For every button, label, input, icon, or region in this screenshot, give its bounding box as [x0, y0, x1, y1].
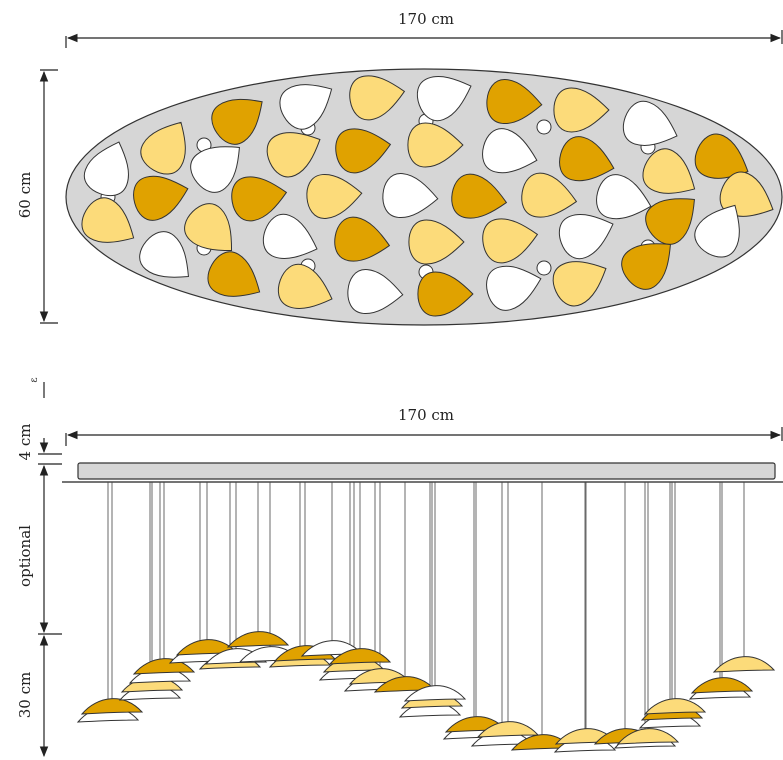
- drop-shade: [482, 128, 538, 174]
- mounting-hole: [536, 260, 552, 276]
- drop-shade: [407, 122, 464, 168]
- drop-shade: [277, 263, 333, 309]
- side-width-dimension: 170 cm: [65, 406, 783, 446]
- drop-shade: [694, 204, 740, 258]
- drop-shade: [83, 141, 129, 197]
- drop-shade: [347, 269, 404, 314]
- drop-shade: [190, 146, 240, 193]
- top-width-dimension: 170 cm: [65, 10, 783, 48]
- drop-shade: [622, 100, 678, 146]
- drop-shades-side: [76, 631, 776, 753]
- drop-shade: [81, 197, 135, 243]
- drop-shade: [207, 251, 261, 297]
- drop-shade: [231, 176, 288, 222]
- side-view: 170 cm ε 4 cm optional 30 cm: [16, 377, 783, 758]
- drop-shade: [558, 214, 614, 260]
- side-shade: [712, 656, 776, 673]
- drop-shade: [306, 174, 363, 219]
- drop-shade: [596, 174, 652, 220]
- side-shade: [328, 648, 392, 665]
- drop-shade: [486, 79, 543, 124]
- mounting-hole: [536, 119, 552, 135]
- side-shade: [403, 685, 467, 702]
- drop-shade: [184, 203, 233, 252]
- drop-shade: [416, 76, 472, 122]
- canopy-height-label: 4 cm: [16, 424, 34, 461]
- drop-shade: [211, 98, 263, 145]
- drop-shade: [382, 173, 439, 218]
- canopy-mark: ε: [29, 377, 40, 382]
- side-shade: [643, 698, 707, 715]
- drop-shade: [559, 136, 615, 182]
- top-depth-dimension: 60 cm: [16, 69, 58, 324]
- drop-shade: [521, 172, 578, 218]
- drop-shade: [719, 171, 774, 217]
- drop-shade: [553, 87, 610, 133]
- drop-shade: [408, 219, 465, 265]
- side-shade: [226, 631, 290, 648]
- drop-shade: [262, 213, 318, 259]
- side-width-label: 170 cm: [398, 406, 454, 424]
- top-width-label: 170 cm: [398, 10, 454, 28]
- drop-shade: [451, 173, 508, 219]
- drop-shade: [482, 218, 539, 264]
- drop-shade: [486, 265, 542, 311]
- cable-length-label: optional: [16, 525, 34, 587]
- side-shade: [616, 728, 680, 745]
- drop-shade: [334, 216, 391, 262]
- drop-shade: [349, 75, 406, 121]
- drop-shade: [621, 243, 671, 290]
- drop-shade: [279, 84, 333, 130]
- drop-shade: [694, 133, 749, 179]
- drop-shade: [335, 128, 392, 174]
- side-height-dimensions: ε 4 cm optional 30 cm: [16, 377, 62, 758]
- drop-shade: [645, 198, 695, 245]
- side-shade: [80, 698, 144, 715]
- top-view: 170 cm 60 cm: [16, 10, 783, 326]
- drop-shade: [266, 132, 321, 178]
- drop-shade: [417, 271, 474, 317]
- drop-shades-top: [81, 75, 774, 317]
- suspension-cables: [107, 482, 745, 742]
- drop-shade: [133, 175, 189, 221]
- drop-shade: [140, 121, 186, 175]
- drop-shade: [552, 261, 607, 307]
- ceiling-canopy: [77, 462, 776, 480]
- drop-height-label: 30 cm: [16, 672, 34, 718]
- drop-shade: [642, 148, 696, 194]
- drop-shade: [139, 231, 189, 278]
- side-shade: [690, 677, 754, 694]
- top-depth-label: 60 cm: [16, 172, 34, 218]
